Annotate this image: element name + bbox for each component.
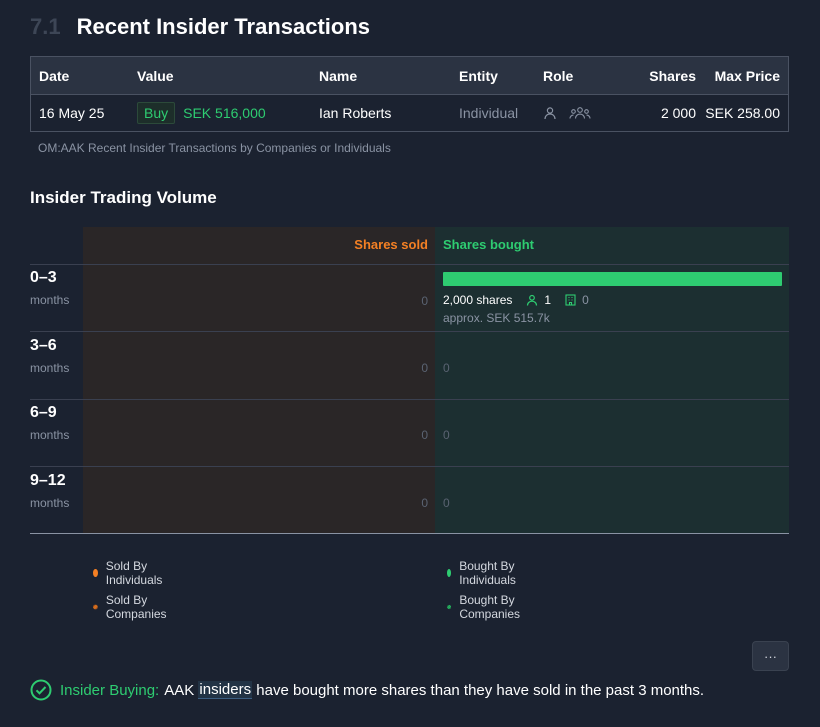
row-entity: Individual <box>459 105 519 121</box>
row-role <box>543 95 591 131</box>
buy-badge: Buy <box>137 102 176 124</box>
sold-value: 0 <box>421 428 428 442</box>
table-header: Date Value Name Entity Role Shares Max P… <box>31 57 788 94</box>
period-unit: months <box>30 496 70 510</box>
legend-bought-individuals[interactable]: Bought By Individuals <box>447 559 520 587</box>
row-divider <box>30 466 789 467</box>
insiders-link[interactable]: insiders <box>198 681 253 699</box>
insight-text-pre: AAK <box>164 681 195 699</box>
individuals-count: 1 <box>526 293 551 307</box>
insider-insight: Insider Buying: AAK insiders have bought… <box>30 678 704 702</box>
period-unit: months <box>30 361 70 375</box>
more-options-button[interactable]: ··· <box>752 641 789 671</box>
period-range: 3–6 <box>30 337 57 354</box>
bought-shares: 2,000 shares <box>443 293 513 307</box>
row-divider <box>30 264 789 265</box>
volume-title: Insider Trading Volume <box>30 188 217 207</box>
table-caption: OM:AAK Recent Insider Transactions by Co… <box>38 141 391 155</box>
person-icon <box>527 294 538 306</box>
row-value: Buy SEK 516,000 <box>137 95 266 131</box>
row-divider <box>30 399 789 400</box>
table-row[interactable]: 16 May 25 Buy SEK 516,000 Ian Roberts In… <box>31 94 788 131</box>
legend-bought-companies[interactable]: Bought By Companies <box>447 593 524 621</box>
shares-sold-header: Shares sold <box>354 237 428 252</box>
section-number: 7.1 <box>30 14 61 39</box>
header-value[interactable]: Value <box>137 67 174 84</box>
shares-bought-header: Shares bought <box>443 237 535 252</box>
period-range: 9–12 <box>30 472 66 489</box>
period-range: 0–3 <box>30 269 57 286</box>
bought-value: 0 <box>443 496 450 510</box>
building-icon <box>565 294 576 306</box>
period-unit: months <box>30 428 70 442</box>
legend-label: Bought By Individuals <box>459 559 516 587</box>
sold-value: 0 <box>421 294 428 308</box>
row-divider <box>30 331 789 332</box>
header-role[interactable]: Role <box>543 67 574 84</box>
row-date: 16 May 25 <box>39 105 105 121</box>
volume-chart: Shares sold Shares bought 0–3 months 0 2… <box>30 227 789 534</box>
header-date[interactable]: Date <box>39 67 70 84</box>
check-circle-icon <box>30 679 52 701</box>
individuals-value: 1 <box>544 293 552 307</box>
section-header: 7.1 Recent Insider Transactions <box>30 12 370 42</box>
bought-details: 2,000 shares 1 0 <box>443 293 589 307</box>
period-label-6-9: 6–9 months <box>30 404 69 442</box>
insight-label: Insider Buying: <box>60 681 160 699</box>
bought-approx-value: approx. SEK 515.7k <box>443 311 550 325</box>
companies-value: 0 <box>582 293 589 307</box>
bought-value: 0 <box>443 428 450 442</box>
hatched-dot-icon <box>447 604 452 610</box>
period-range: 6–9 <box>30 404 57 421</box>
sold-value: 0 <box>421 496 428 510</box>
header-name[interactable]: Name <box>319 67 358 84</box>
bought-bar[interactable] <box>443 272 782 286</box>
chart-bottom-line <box>30 533 789 534</box>
legend-label: Bought By Companies <box>459 593 521 621</box>
insider-transactions-table: Date Value Name Entity Role Shares Max P… <box>30 56 789 132</box>
row-max-price: SEK 258.00 <box>705 105 780 121</box>
period-label-3-6: 3–6 months <box>30 337 69 375</box>
individual-icon <box>544 107 556 120</box>
header-max-price[interactable]: Max Price <box>714 67 780 84</box>
row-shares: 2 000 <box>660 105 696 121</box>
hatched-dot-icon <box>93 604 98 610</box>
row-name[interactable]: Ian Roberts <box>319 105 392 121</box>
legend-label: Sold By Companies <box>105 593 167 621</box>
group-icon <box>569 107 591 119</box>
period-label-9-12: 9–12 months <box>30 472 69 510</box>
sold-panel <box>83 227 435 533</box>
companies-count: 0 <box>565 293 589 307</box>
bought-value: 0 <box>443 361 450 375</box>
header-entity[interactable]: Entity <box>459 67 498 84</box>
header-shares[interactable]: Shares <box>649 67 696 84</box>
legend-sold-individuals[interactable]: Sold By Individuals <box>93 559 166 587</box>
insight-text-post: have bought more shares than they have s… <box>256 681 705 699</box>
period-label-0-3: 0–3 months <box>30 269 69 307</box>
dot-icon <box>93 569 98 577</box>
sold-value: 0 <box>421 361 428 375</box>
row-value-amount: SEK 516,000 <box>183 105 266 121</box>
dot-icon <box>447 569 452 577</box>
section-title: Recent Insider Transactions <box>76 14 371 39</box>
period-unit: months <box>30 293 70 307</box>
legend-sold-companies[interactable]: Sold By Companies <box>93 593 170 621</box>
legend-label: Sold By Individuals <box>105 559 163 587</box>
